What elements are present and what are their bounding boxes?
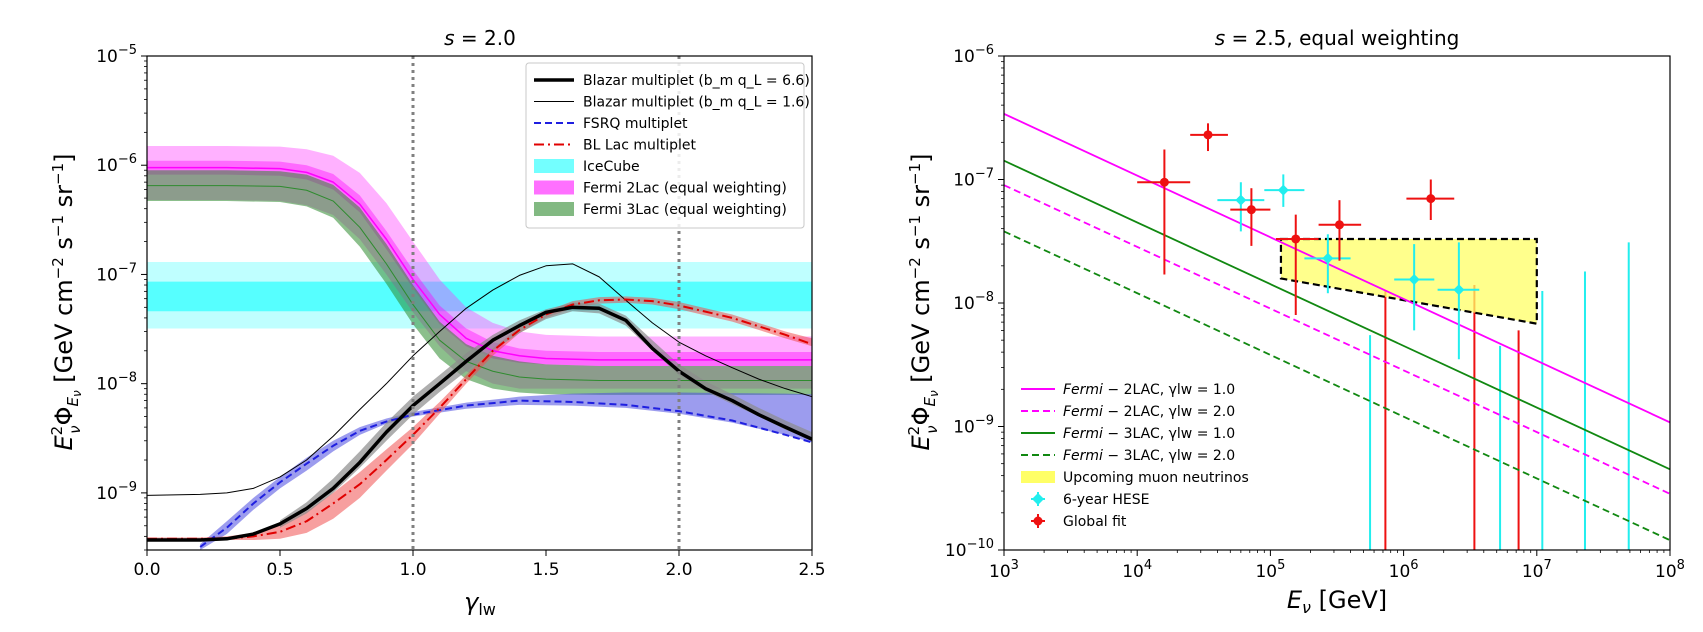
legend-label: FSRQ multiplet [583,116,688,132]
global-fit-marker [1203,130,1213,140]
global-fit-marker [1426,194,1436,204]
right-x-axis-label: Eν [GeV] [1287,586,1387,617]
hese-marker [1453,284,1465,296]
legend-label: BL Lac multiplet [583,138,697,154]
legend-label: Fermi 3Lac (equal weighting) [583,202,787,218]
y-tick-label: 10−9 [953,414,994,438]
hese-marker [1408,273,1420,285]
legend-label: Upcoming muon neutrinos [1063,470,1249,486]
right-plot-area [1004,113,1670,550]
left-y-axis-label: E2νΦEν [GeV cm−2 s−1 sr−1] [48,153,84,450]
series-blazar-multiplet-b-m-q-l-1-6 [147,263,812,496]
hese-point [1264,174,1305,207]
y-tick-label: 10−9 [96,480,137,504]
y-tick-label: 10−7 [953,167,994,191]
legend-label: 6-year HESE [1063,492,1150,508]
hese-marker [1322,252,1334,264]
series-bl-lac-multiplet [147,298,812,540]
series-fermi-3lac-equal-weighting [147,185,812,381]
hese-point [1394,244,1435,331]
left-chart: 0.0 0.5 1.0 1.5 2.0 2.5 10−9 10−8 10−7 10−6 10−5 s… [48,26,826,619]
legend-swatch [1033,516,1043,526]
global-fit-point [1190,123,1228,152]
x-tick-label: 104 [1122,558,1152,582]
band-icecube-inner [147,281,812,312]
y-tick-label: 10−8 [953,290,994,314]
series-fermi-3lac-lw-2-0 [1004,230,1670,542]
global-fit-marker [1159,177,1169,187]
x-tick-label: 103 [989,558,1019,582]
y-tick-label: 10−6 [953,43,994,67]
global-fit-point [1406,179,1455,220]
legend-swatch [534,202,574,216]
band-fermi-3lac [147,170,812,395]
series-fermi-3lac-lw-1-0 [1004,159,1670,471]
y-tick-label: 10−10 [945,537,994,561]
legend-label: Fermi − 3LAC, γlw = 2.0 [1063,448,1235,464]
right-legend: Fermi − 2LAC, γlw = 1.0 Fermi − 2LAC, γlw… [1021,382,1249,530]
legend-label: Fermi − 3LAC, γlw = 1.0 [1063,426,1235,442]
legend-label: Blazar multiplet (b_m q_L = 6.6) [583,73,810,89]
band-bl-lac-band [147,296,812,541]
left-legend: Blazar multiplet (b_m q_L = 6.6) Blazar m… [525,62,810,229]
x-tick-label: 1.0 [399,560,426,580]
legend-label: Fermi 2Lac (equal weighting) [583,181,787,197]
x-tick-label: 0.5 [266,560,293,580]
x-tick-label: 106 [1389,558,1419,582]
x-tick-label: 2.5 [798,560,825,580]
legend-label: Fermi − 2LAC, γlw = 1.0 [1063,382,1235,398]
legend-label: Blazar multiplet (b_m q_L = 1.6) [583,95,810,111]
legend-swatch [534,159,574,173]
y-tick-label: 10−7 [96,261,137,285]
hese-marker [1277,184,1289,196]
legend-swatch [1032,493,1044,505]
left-ticks: 0.0 0.5 1.0 1.5 2.0 2.5 10−9 10−8 10−7 10−6 10−5 [96,43,825,580]
x-tick-label: 0.0 [133,560,160,580]
left-legend-box [525,62,805,229]
hese-point [1304,234,1351,294]
left-plot-area [147,56,812,550]
x-tick-label: 107 [1522,558,1552,582]
left-axes-frame [146,55,813,551]
right-y-axis-label: E2νΦEν [GeV cm−2 s−1 sr−1] [905,153,941,450]
global-fit-marker [1246,205,1256,215]
right-chart-title: s = 2.5, equal weighting [1215,26,1460,50]
legend-label: Fermi − 2LAC, γlw = 2.0 [1063,404,1235,420]
hese-point [1217,182,1265,232]
band-fsrq-band [200,392,812,550]
series-blazar-multiplet-b-m-q-l-6-6 [147,305,812,542]
left-x-axis-label: γlw [464,588,496,619]
global-fit-marker [1334,220,1344,230]
legend-label: IceCube [583,159,640,175]
global-fit-point [1137,149,1191,275]
legend-swatch [534,180,574,195]
x-tick-label: 105 [1255,558,1285,582]
global-fit-point [1275,214,1319,315]
x-tick-label: 2.0 [665,560,692,580]
hese-point [1437,242,1480,360]
y-tick-label: 10−6 [96,152,137,176]
global-fit-point [1318,200,1362,261]
legend-swatch [1021,471,1055,483]
x-tick-label: 1.5 [532,560,559,580]
y-tick-label: 10−8 [96,371,137,395]
global-fit-point [1230,188,1271,246]
global-fit-marker [1291,234,1301,244]
upcoming-muon-neutrinos-region [1279,237,1538,325]
series-fermi-2lac-lw-1-0 [1004,113,1670,424]
hese-marker [1235,194,1247,206]
left-chart-title: s = 2.0 [444,26,516,50]
x-tick-label: 108 [1655,558,1685,582]
legend-label: Global fit [1063,514,1127,530]
right-ticks: 103 104 105 106 107 108 10−10 10−9 10−8 10−7 10−6 [945,43,1685,582]
y-tick-label: 10−5 [96,43,137,67]
series-fermi-2lac-lw-2-0 [1004,184,1670,495]
series-fermi-2lac-equal-weighting [147,166,812,361]
right-chart: 103 104 105 106 107 10810−1010−910−810−710−6 … [905,26,1685,617]
